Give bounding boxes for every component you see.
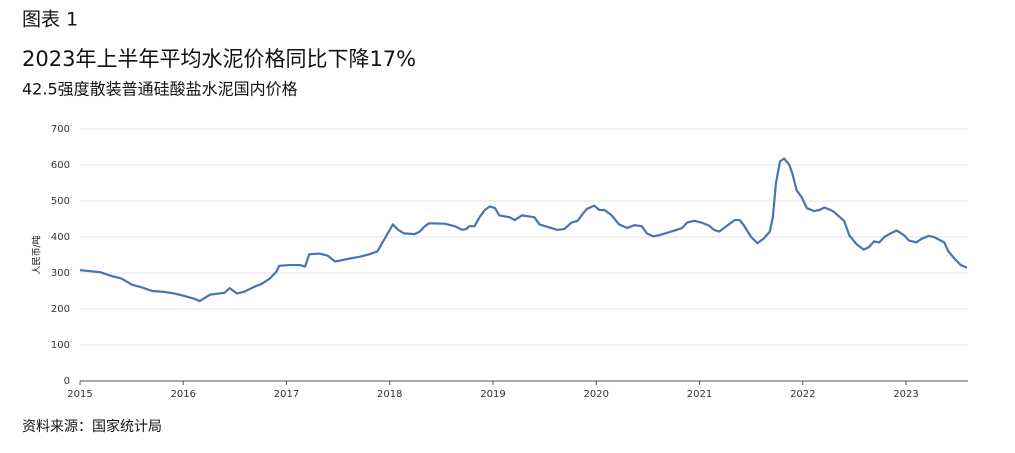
chart-label: 图表 1	[22, 9, 78, 31]
x-tick-label: 2018	[377, 389, 402, 400]
x-tick-label: 2022	[790, 389, 815, 400]
source: 资料来源：国家统计局	[22, 418, 162, 435]
y-tick-label: 500	[51, 196, 70, 207]
data-line	[79, 157, 968, 303]
x-tick-label: 2019	[480, 389, 505, 400]
y-tick-label: 600	[51, 160, 70, 171]
y-tick-label: 700	[51, 124, 70, 135]
x-tick-label: 2015	[67, 389, 92, 400]
x-tick-label: 2016	[171, 389, 196, 400]
x-tick-label: 2020	[584, 389, 609, 400]
y-tick-label: 0	[64, 376, 70, 387]
y-tick-label: 200	[51, 304, 70, 315]
chart-title: 2023年上半年平均水泥价格同比下降17%	[22, 47, 416, 71]
y-tick-label: 300	[51, 268, 70, 279]
y-tick-label: 100	[51, 340, 70, 351]
x-tick-label: 2021	[687, 389, 712, 400]
y-tick-label: 400	[51, 232, 70, 243]
chart-subtitle: 42.5强度散装普通硅酸盐水泥国内价格	[22, 80, 298, 99]
y-axis-title: 人民币/吨	[31, 235, 43, 274]
x-tick-label: 2023	[893, 389, 918, 400]
x-tick-label: 2017	[274, 389, 299, 400]
